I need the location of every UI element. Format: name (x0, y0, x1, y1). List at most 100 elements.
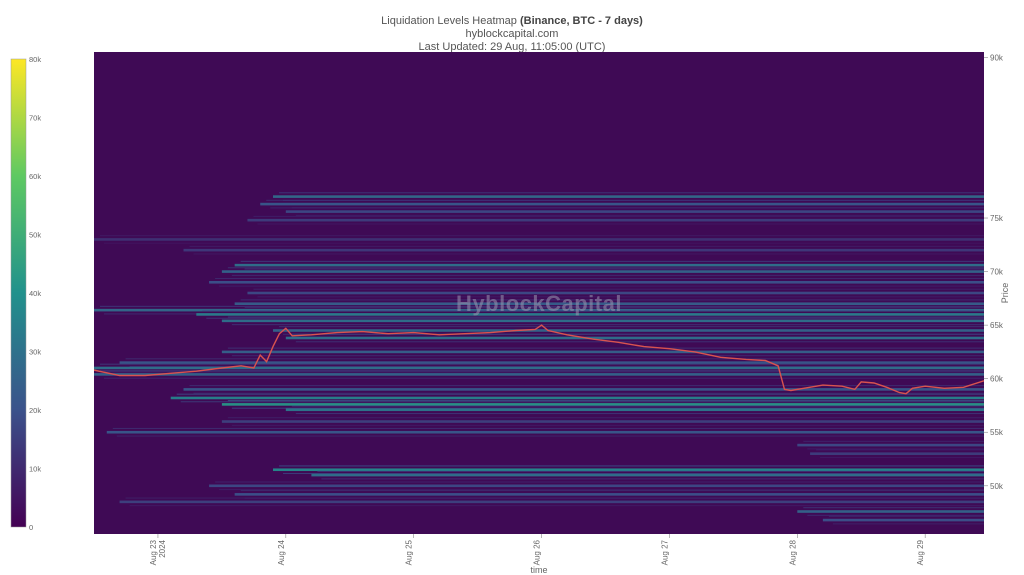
liquidation-band (285, 210, 984, 213)
liquidation-band-edge (803, 507, 984, 509)
liquidation-band-edge (257, 296, 984, 298)
liquidation-band-edge (227, 267, 984, 269)
liquidation-band-edge (291, 333, 984, 335)
liquidation-band (311, 473, 984, 477)
liquidation-band (285, 336, 984, 340)
colorbar-tick-label: 10k (29, 465, 41, 474)
liquidation-band-edge (180, 401, 984, 403)
liquidation-band-edge (104, 371, 984, 373)
liquidation-band (221, 350, 984, 354)
liquidation-band-edge (820, 456, 984, 458)
liquidation-band-edge (295, 214, 984, 216)
colorbar (10, 58, 27, 528)
liquidation-band-edge (193, 392, 984, 394)
colorbar-tick-label: 20k (29, 406, 41, 415)
liquidation-band-edge (202, 310, 984, 312)
liquidation-band (119, 500, 984, 504)
liquidation-band-edge (816, 449, 984, 451)
liquidation-band-edge (317, 470, 984, 472)
liquidation-band-edge (279, 192, 984, 194)
liquidation-band-edge (832, 523, 984, 525)
liquidation-band-edge (253, 215, 984, 217)
x-tick-label: Aug 27 (660, 539, 669, 565)
colorbar-tick-label: 50k (29, 231, 41, 240)
price-line (94, 324, 984, 395)
liquidation-band (234, 493, 984, 496)
liquidation-band-edge (129, 365, 984, 367)
liquidation-band-edge (227, 417, 984, 419)
liquidation-band-edge (227, 347, 984, 349)
liquidation-band-edge (231, 407, 984, 409)
colorbar-tick-label: 80k (29, 55, 41, 64)
liquidation-band (247, 218, 984, 222)
liquidation-band-edge (206, 317, 984, 319)
liquidation-band (221, 403, 984, 406)
liquidation-band-edge (240, 490, 984, 492)
y-tick-label: 75k (990, 214, 1004, 223)
liquidation-band-edge (279, 465, 984, 467)
liquidation-band (822, 518, 984, 522)
x-tick-label: Aug 24 (277, 539, 286, 565)
liquidation-band-edge (215, 481, 984, 483)
liquidation-band-edge (240, 260, 984, 262)
liquidation-band (209, 280, 984, 284)
liquidation-band (94, 366, 984, 370)
chart-title-bold: (Binance, BTC - 7 days) (519, 15, 643, 27)
x-tick-sublabel: 2024 (158, 539, 167, 557)
liquidation-band-edge (100, 235, 984, 237)
liquidation-band-edge (283, 473, 984, 475)
liquidation-band (273, 195, 984, 198)
liquidation-band (106, 430, 984, 434)
x-tick-label: Aug 26 (533, 539, 542, 565)
liquidation-band-edge (240, 299, 984, 301)
liquidation-band-edge (828, 515, 984, 517)
colorbar-tick-label: 40k (29, 289, 41, 298)
liquidation-band (209, 484, 984, 488)
liquidation-band-edge (231, 274, 984, 276)
liquidation-band-edge (279, 326, 984, 328)
liquidation-band (273, 329, 984, 332)
liquidation-band-edge (193, 253, 984, 255)
liquidation-band-edge (321, 478, 984, 480)
x-axis-ticks: Aug 23 2024 Aug 24 Aug 25 Aug 26 Aug 27 Aug 28… (149, 534, 926, 565)
x-tick-label: Aug 29 (916, 539, 925, 565)
liquidation-band-edge (231, 424, 984, 426)
liquidation-band-edge (219, 489, 984, 491)
liquidation-band-edge (244, 307, 984, 309)
liquidation-band (797, 443, 984, 447)
liquidation-band (119, 361, 984, 364)
liquidation-band (196, 313, 984, 316)
y-tick-label: 90k (990, 53, 1004, 62)
liquidation-band-edge (231, 324, 984, 326)
liquidation-band-edge (189, 385, 984, 387)
watermark: HyblockCapital (456, 291, 622, 316)
liquidation-band-edge (219, 285, 984, 287)
liquidation-band-edge (291, 405, 984, 407)
chart-source-site: hyblockcapital.com (465, 28, 559, 40)
x-tick-label: Aug 28 (788, 539, 797, 565)
liquidation-band (273, 468, 984, 472)
x-tick-label: Aug 23 (149, 539, 158, 565)
y-tick-label: 55k (990, 428, 1004, 437)
liquidation-band (260, 202, 984, 206)
liquidation-band (183, 388, 984, 391)
liquidation-band-edge (803, 440, 984, 442)
y-tick-label: 50k (990, 482, 1004, 491)
liquidation-band-edge (227, 400, 984, 402)
liquidation-band-edge (129, 505, 984, 507)
colorbar-tick-label: 30k (29, 348, 41, 357)
liquidation-band-edge (189, 245, 984, 247)
x-axis-title: time (530, 565, 547, 575)
liquidation-band (221, 319, 984, 323)
chart-last-updated: Last Updated: 29 Aug, 11:05:00 (UTC) (418, 41, 606, 53)
liquidation-band-edge (807, 448, 984, 450)
chart-title-block: Liquidation Levels Heatmap (Binance, BTC… (0, 15, 1024, 54)
liquidation-band-edge (227, 316, 984, 318)
x-tick-label: Aug 25 (405, 539, 414, 565)
liquidation-band (234, 263, 984, 267)
liquidation-band-edge (266, 199, 984, 201)
liquidation-band (94, 373, 984, 376)
y-axis-title: Price (1000, 283, 1010, 304)
colorbar-tick-label: 0 (29, 523, 33, 532)
